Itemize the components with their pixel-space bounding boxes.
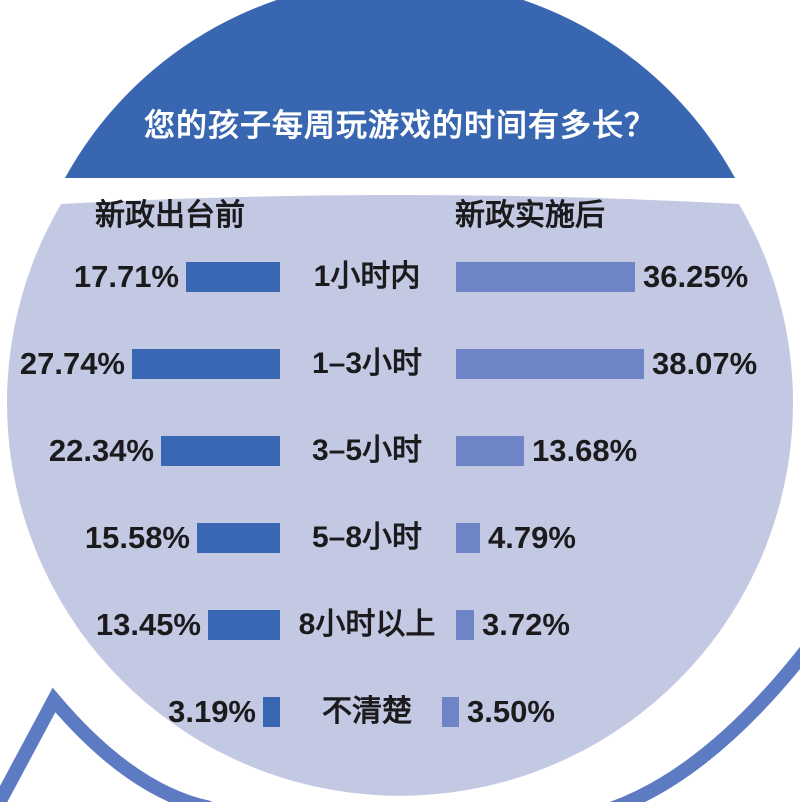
value-label-before: 13.45% [95, 607, 201, 642]
bar-before [197, 523, 280, 553]
bar-before [263, 697, 280, 727]
value-label-after: 3.50% [467, 694, 555, 729]
bar-after [456, 610, 474, 640]
category-label: 1小时内 [313, 260, 421, 293]
bar-after [456, 349, 644, 379]
chart-title: 您的孩子每周玩游戏的时间有多长？ [144, 108, 656, 143]
value-label-after: 3.72% [482, 607, 570, 642]
category-label: 8小时以上 [298, 608, 436, 641]
bar-before [208, 610, 280, 640]
bar-before [161, 436, 280, 466]
bar-after [456, 262, 635, 292]
category-label: 3–5小时 [311, 434, 423, 467]
value-label-after: 13.68% [532, 433, 638, 468]
category-label: 1–3小时 [311, 347, 423, 380]
value-label-after: 38.07% [652, 346, 758, 381]
column-header-before: 新政出台前 [95, 199, 245, 232]
category-label: 5–8小时 [311, 521, 423, 554]
category-label: 不清楚 [322, 695, 412, 728]
zigzag-line-left-icon [0, 687, 212, 802]
value-label-before: 3.19% [168, 694, 256, 729]
bar-after [456, 436, 524, 466]
swoosh-line-right-icon [609, 646, 800, 802]
value-label-before: 15.58% [84, 520, 190, 555]
value-label-after: 36.25% [643, 259, 749, 294]
value-label-before: 17.71% [73, 259, 179, 294]
bar-after [442, 697, 459, 727]
chart-circle-panel [6, 195, 793, 796]
bar-before [132, 349, 280, 379]
column-header-after: 新政实施后 [455, 199, 605, 232]
title-dome-shape [65, 0, 735, 178]
value-label-before: 22.34% [48, 433, 154, 468]
value-label-after: 4.79% [488, 520, 576, 555]
bar-before [186, 262, 280, 292]
bar-after [456, 523, 480, 553]
value-label-before: 27.74% [19, 346, 125, 381]
